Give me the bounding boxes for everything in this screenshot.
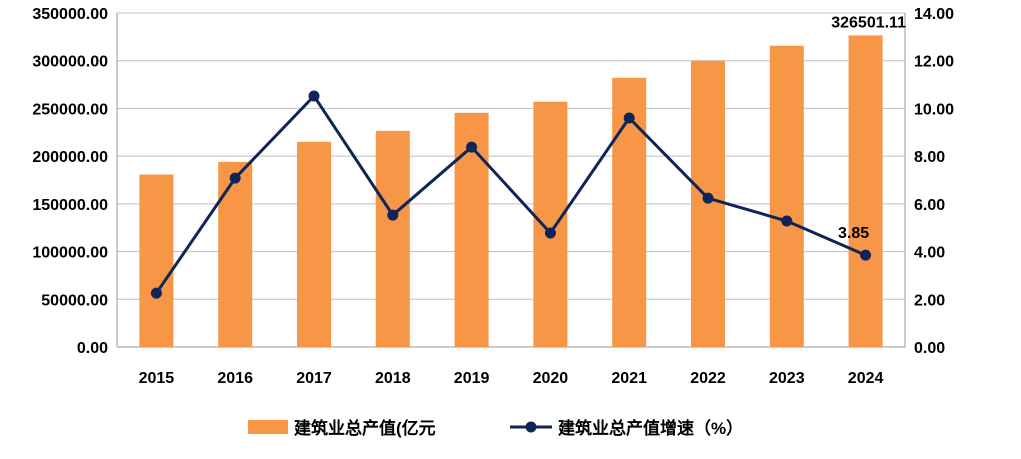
- y-right-tick-label: 14.00: [914, 6, 954, 23]
- bar: [533, 101, 568, 348]
- y-right-tick-label: 8.00: [914, 149, 945, 166]
- y-right-tick-label: 12.00: [914, 54, 954, 71]
- y-right-tick-label: 2.00: [914, 292, 945, 309]
- bar: [691, 60, 725, 347]
- y-left-tick-label: 350000.00: [32, 6, 108, 23]
- line-point: [466, 141, 478, 153]
- y-left-tick-label: 0.00: [77, 340, 108, 357]
- y-right-tick-label: 6.00: [914, 197, 945, 214]
- line-point: [150, 287, 162, 299]
- legend-bar-swatch: [248, 420, 288, 434]
- x-tick-label: 2023: [769, 370, 805, 387]
- legend-line-marker: [525, 421, 537, 433]
- bar: [139, 174, 174, 347]
- x-tick-label: 2018: [375, 370, 411, 387]
- bar: [769, 45, 804, 348]
- line-point: [544, 227, 556, 239]
- bar: [848, 35, 883, 348]
- line-point: [702, 192, 714, 204]
- line-point: [860, 249, 872, 261]
- y-right-tick-label: 0.00: [914, 340, 945, 357]
- growth-line: [155, 93, 867, 294]
- x-tick-label: 2021: [611, 370, 647, 387]
- bar: [375, 130, 410, 347]
- bar-data-label: 326501.11: [831, 14, 906, 31]
- line-point: [623, 112, 635, 124]
- y-left-tick-label: 300000.00: [32, 54, 108, 71]
- line-point: [387, 209, 399, 221]
- line-point: [308, 90, 320, 102]
- y-left-tick-label: 100000.00: [32, 245, 108, 262]
- y-left-tick-label: 150000.00: [32, 197, 108, 214]
- y-left-tick-label: 250000.00: [32, 101, 108, 118]
- line-point: [229, 172, 241, 184]
- bar: [297, 141, 331, 347]
- line-data-label: 3.85: [838, 225, 869, 242]
- x-tick-label: 2017: [296, 370, 332, 387]
- y-right-tick-label: 4.00: [914, 245, 945, 262]
- x-tick-label: 2020: [533, 370, 569, 387]
- x-tick-label: 2015: [139, 370, 175, 387]
- x-tick-label: 2019: [454, 370, 490, 387]
- legend-bar-label: 建筑业总产值(亿元: [294, 418, 436, 438]
- legend-line-label: 建筑业总产值增速（%）: [558, 418, 743, 438]
- y-left-tick-label: 50000.00: [41, 292, 108, 309]
- y-right-tick-label: 10.00: [914, 101, 954, 118]
- line-point: [781, 215, 793, 227]
- x-tick-label: 2024: [848, 370, 884, 387]
- x-tick-label: 2016: [217, 370, 253, 387]
- y-left-tick-label: 200000.00: [32, 149, 108, 166]
- bar: [218, 161, 253, 347]
- x-tick-label: 2022: [690, 370, 726, 387]
